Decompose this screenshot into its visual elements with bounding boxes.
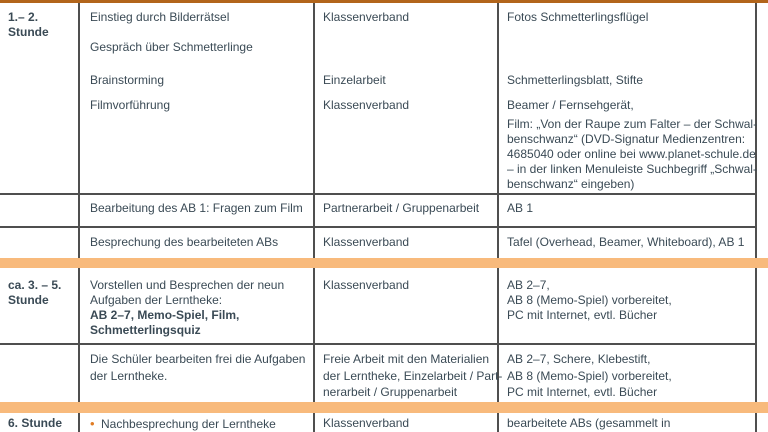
row-ab-review: Besprechung des bearbeiteten ABs Klassen…	[0, 228, 757, 258]
time-cell: 1.– 2. Stunde	[0, 3, 80, 193]
materials-cell: AB 2–7, AB 8 (Memo-Spiel) vorbereitet, P…	[499, 268, 757, 343]
material-item: AB 2–7,	[507, 278, 550, 292]
film-info-line: Film: „Von der Raupe zum Falter – der Sc…	[507, 117, 758, 131]
activity-cell: Einstieg durch Bilderrätsel Gespräch übe…	[80, 3, 315, 193]
time-cell	[0, 195, 80, 226]
social-form-label: Einzelarbeit	[323, 73, 386, 87]
material-item: Schmetterlingsblatt, Stifte	[507, 73, 644, 87]
material-item: Tafel (Overhead, Beamer, Whiteboard), AB…	[507, 235, 745, 249]
social-form-label: Klassenverband	[323, 416, 410, 430]
material-item: Fotos Schmetterlingsflügel	[507, 10, 649, 24]
socialform-cell: Klassenverband	[315, 413, 499, 432]
materials-cell: AB 2–7, Schere, Klebestift, AB 8 (Memo-S…	[499, 345, 757, 402]
lesson-time-label: Stunde	[8, 293, 49, 307]
row-intro-lesson-1-2: 1.– 2. Stunde Einstieg durch Bilderrätse…	[0, 3, 757, 195]
activity-line: • Nachbesprechung der Lerntheke	[90, 416, 313, 432]
socialform-cell: Partnerarbeit / Gruppenarbeit	[315, 195, 499, 226]
social-form-label: Klassenverband	[323, 10, 410, 24]
lesson-time-label: 6. Stunde	[8, 416, 63, 430]
social-form-label: Klassenverband	[323, 98, 410, 112]
film-info-block: Film: „Von der Raupe zum Falter – der Sc…	[507, 117, 757, 192]
film-info-line: Beamer / Fernsehgerät,	[507, 98, 634, 112]
row-lerntheke-freework: Die Schüler bearbeiten frei die Aufgaben…	[0, 345, 757, 402]
social-form-label: Partnerarbeit / Gruppenarbeit	[323, 201, 480, 215]
activity-cell: Vorstellen und Besprechen der neun Aufga…	[80, 268, 315, 343]
lesson-time-label: 1.– 2.	[8, 10, 39, 24]
activity-line: Vorstellen und Besprechen der neun	[90, 278, 285, 292]
material-item: bearbeitete ABs (gesammelt in	[507, 416, 671, 430]
social-form-label: Klassenverband	[323, 235, 410, 249]
activity-line: Schmetterlingsquiz	[90, 323, 201, 337]
materials-cell: Tafel (Overhead, Beamer, Whiteboard), AB…	[499, 228, 757, 258]
socialform-cell: Klassenverband	[315, 228, 499, 258]
activity-cell: • Nachbesprechung der Lerntheke	[80, 413, 315, 432]
lesson-time-label: ca. 3. – 5.	[8, 278, 62, 292]
film-info-line: 4685040 oder online bei www.planet-schul…	[507, 147, 756, 161]
section-divider-band	[0, 402, 768, 413]
activity-cell: Besprechung des bearbeiteten ABs	[80, 228, 315, 258]
materials-cell: Fotos Schmetterlingsflügel Schmetterling…	[499, 3, 757, 193]
material-item: AB 8 (Memo-Spiel) vorbereitet,	[507, 293, 672, 307]
material-item: AB 1	[507, 201, 534, 215]
socialform-cell: Klassenverband Einzelarbeit Klassenverba…	[315, 3, 499, 193]
lesson-time-label: Stunde	[8, 25, 49, 39]
activity-text: Nachbesprechung der Lerntheke	[101, 417, 276, 431]
material-item: PC mit Internet, evtl. Bücher	[507, 385, 658, 399]
time-cell: 6. Stunde	[0, 413, 80, 432]
activity-line: AB 2–7, Memo-Spiel, Film,	[90, 308, 240, 322]
activity-line: Gespräch über Schmetterlinge	[90, 40, 253, 54]
activity-line: Die Schüler bearbeiten frei die Aufgaben	[90, 352, 306, 366]
social-form-label: nerarbeit / Gruppenarbeit	[323, 385, 458, 399]
row-lerntheke-intro: ca. 3. – 5. Stunde Vorstellen und Bespre…	[0, 268, 757, 345]
time-cell: ca. 3. – 5. Stunde	[0, 268, 80, 343]
activity-line: Aufgaben der Lerntheke:	[90, 293, 223, 307]
activity-line: Einstieg durch Bilderrätsel	[90, 10, 230, 24]
social-form-label: der Lerntheke, Einzelarbeit / Part-	[323, 368, 503, 383]
social-form-label: Freie Arbeit mit den Materialien	[323, 352, 490, 366]
activity-cell: Bearbeitung des AB 1: Fragen zum Film	[80, 195, 315, 226]
material-item: AB 8 (Memo-Spiel) vorbereitet,	[507, 368, 672, 383]
material-item: PC mit Internet, evtl. Bücher	[507, 308, 658, 322]
section-divider-band	[0, 258, 768, 268]
time-cell	[0, 228, 80, 258]
row-lesson-6: 6. Stunde • Nachbesprechung der Lerntheke…	[0, 413, 757, 432]
activity-line: Brainstorming	[90, 73, 165, 87]
activity-line: der Lerntheke.	[90, 368, 168, 383]
activity-cell: Die Schüler bearbeiten frei die Aufgaben…	[80, 345, 315, 402]
material-item: AB 2–7, Schere, Klebestift,	[507, 352, 651, 366]
socialform-cell: Klassenverband	[315, 268, 499, 343]
film-info-line: benschwanz“ (DVD-Signatur Medienzentren:	[507, 132, 746, 146]
table-top-border	[0, 0, 768, 3]
film-info-line: benschwanz“ eingeben)	[507, 177, 635, 191]
socialform-cell: Freie Arbeit mit den Materialien der Ler…	[315, 345, 503, 402]
row-ab1-task: Bearbeitung des AB 1: Fragen zum Film Pa…	[0, 195, 757, 228]
activity-line: Besprechung des bearbeiteten ABs	[90, 235, 279, 249]
film-info-line: – in der linken Menuleiste Suchbegriff „…	[507, 162, 757, 176]
activity-line: Bearbeitung des AB 1: Fragen zum Film	[90, 201, 303, 215]
bullet-icon: •	[90, 416, 95, 431]
social-form-label: Klassenverband	[323, 278, 410, 292]
materials-cell: AB 1	[499, 195, 757, 226]
activity-line: Filmvorführung	[90, 98, 171, 112]
materials-cell: bearbeitete ABs (gesammelt in	[499, 413, 757, 432]
time-cell	[0, 345, 80, 402]
